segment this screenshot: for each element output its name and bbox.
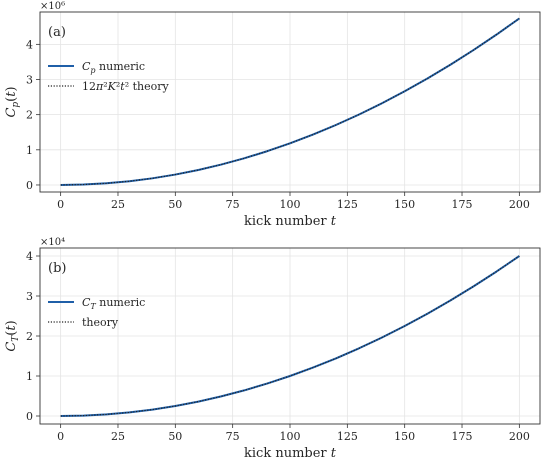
y-tick-label: 3 <box>26 74 33 87</box>
x-tick-label: 50 <box>168 430 182 443</box>
legend-math: π <box>95 80 104 93</box>
axes-frame <box>39 11 541 193</box>
x-tick-label: 125 <box>337 430 358 443</box>
legend-entry: theory <box>82 316 119 329</box>
x-axis-label-text: kick number <box>244 446 331 458</box>
y-tick-label: 3 <box>26 290 33 303</box>
x-tick-label: 175 <box>452 198 473 211</box>
panel-label: (b) <box>48 261 66 276</box>
legend-entry: CT numeric <box>82 296 145 311</box>
legend-math: 12 <box>82 80 96 93</box>
x-axis-label-text: kick number <box>244 214 331 229</box>
legend-text: numeric <box>96 60 146 73</box>
y-tick-label: 0 <box>26 410 33 423</box>
legend-text: numeric <box>96 296 146 309</box>
x-tick-label: 75 <box>226 198 240 211</box>
y-label-sub: T <box>11 335 21 342</box>
axes-frame <box>39 247 541 425</box>
y-tick-label: 0 <box>26 179 33 192</box>
x-tick-label: 0 <box>57 198 64 211</box>
x-tick-label: 150 <box>394 430 415 443</box>
legend-sub: p <box>90 66 95 75</box>
legend-entry: Cp numeric <box>82 60 145 75</box>
y-label-var: C <box>4 108 19 118</box>
y-label-paren: ( <box>4 331 19 336</box>
y-label-arg: t <box>4 325 19 331</box>
legend-math: K <box>107 80 117 93</box>
axis-offset-label: ×10⁴ <box>40 237 65 248</box>
x-axis-label-var: t <box>331 446 337 458</box>
x-tick-label: 100 <box>280 198 301 211</box>
theory-series-line <box>60 17 520 186</box>
legend-text: theory <box>82 316 119 329</box>
panel-label: (a) <box>48 25 66 40</box>
x-tick-label: 150 <box>394 198 415 211</box>
legend-entry: 12π²K²t² theory <box>82 80 170 93</box>
y-label-paren: ( <box>4 97 19 102</box>
legend-math: ² <box>103 80 107 93</box>
x-tick-label: 0 <box>57 430 64 443</box>
y-tick-label: 1 <box>26 370 33 383</box>
y-label-paren: ) <box>4 86 19 91</box>
x-tick-label: 75 <box>226 430 240 443</box>
y-label-sub: p <box>11 102 21 108</box>
legend-var: C <box>82 296 91 309</box>
x-tick-label: 25 <box>111 198 125 211</box>
x-tick-label: 200 <box>509 430 530 443</box>
x-axis-label-var: t <box>331 214 337 229</box>
x-axis-label: kick number t <box>244 214 337 229</box>
legend-var: C <box>82 60 91 73</box>
legend-math: ² <box>125 80 129 93</box>
chart-panel-2: 0 25 50 75 100 125 150 175 200 0 1 2 3 4 ×10⁴ (b) kick n… <box>4 237 541 458</box>
legend-text: theory <box>129 80 169 93</box>
x-axis-label: kick number t <box>244 446 337 458</box>
y-label-arg: t <box>4 91 19 97</box>
x-tick-label: 50 <box>168 198 182 211</box>
x-tick-label: 125 <box>337 198 358 211</box>
y-axis-label: CT(t) <box>4 320 21 351</box>
legend-sub: T <box>90 302 96 311</box>
y-tick-label: 2 <box>26 330 33 343</box>
y-axis-label: Cp(t) <box>4 86 21 117</box>
theory-series-line <box>60 255 520 417</box>
legend-math: t <box>120 80 125 93</box>
y-tick-label: 4 <box>26 38 33 51</box>
axis-offset-label: ×10⁶ <box>40 1 65 12</box>
y-tick-label: 1 <box>26 144 33 157</box>
y-label-var: C <box>4 342 19 352</box>
x-tick-label: 25 <box>111 430 125 443</box>
legend-math: ² <box>116 80 120 93</box>
y-tick-label: 4 <box>26 250 33 263</box>
x-tick-label: 175 <box>452 430 473 443</box>
x-tick-label: 100 <box>280 430 301 443</box>
x-tick-label: 200 <box>509 198 530 211</box>
y-label-paren: ) <box>4 320 19 325</box>
y-tick-label: 2 <box>26 109 33 122</box>
